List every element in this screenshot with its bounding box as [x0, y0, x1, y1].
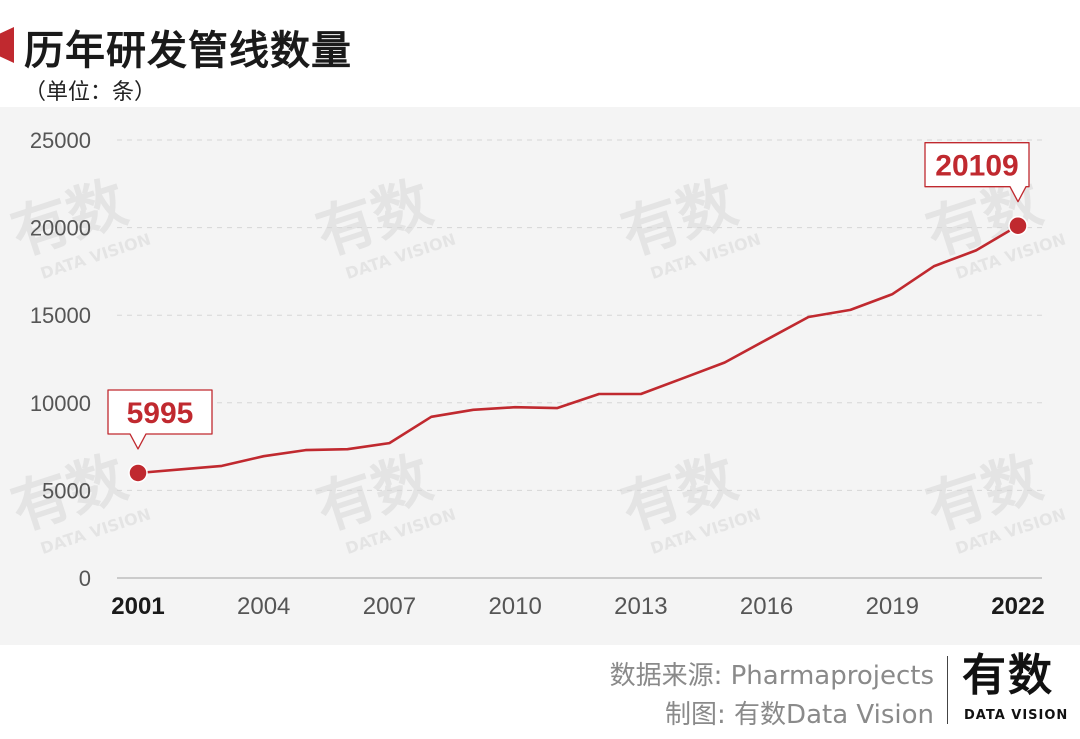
title-accent-mark — [0, 27, 14, 63]
highlight-point — [1008, 215, 1028, 236]
x-tick-label: 2010 — [488, 593, 541, 620]
y-tick-label: 5000 — [42, 478, 91, 503]
series-layer — [136, 224, 1020, 475]
chart-unit-subtitle: （单位：条） — [24, 80, 157, 105]
y-tick-label: 25000 — [30, 128, 91, 153]
x-tick-label: 2019 — [866, 593, 919, 620]
series-line — [136, 224, 1020, 475]
y-tick-label: 0 — [79, 566, 91, 591]
y-axis: 0 5000 10000 15000 20000 25000 — [30, 128, 91, 591]
chart-title: 历年研发管线数量 — [24, 28, 352, 74]
y-tick-label: 10000 — [30, 391, 91, 416]
y-tick-label: 15000 — [30, 303, 91, 328]
logo-en-text: DATA VISION — [964, 708, 1069, 723]
data-source-text: 数据来源: Pharmaprojects — [609, 661, 934, 691]
x-tick-label: 2007 — [363, 593, 416, 620]
callout-box — [107, 389, 213, 450]
footer-divider — [947, 656, 948, 724]
highlight-point — [128, 463, 148, 483]
chart-panel — [0, 107, 1080, 645]
callout-label: 20109 — [935, 150, 1018, 183]
callout-label: 5995 — [127, 397, 194, 430]
x-tick-label: 2013 — [614, 593, 667, 620]
x-axis: 2001 2004 2007 2010 2013 2016 2019 2022 — [111, 593, 1044, 620]
annotation-layer: 5995 20109 — [107, 142, 1030, 483]
logo-cn-text: 有数 — [962, 650, 1054, 701]
x-tick-label: 2004 — [237, 593, 290, 620]
y-tick-label: 20000 — [30, 216, 91, 241]
grid-layer — [117, 139, 1042, 579]
callout-box — [924, 142, 1030, 203]
brand-logo: 有数 DATA VISION — [962, 650, 1072, 730]
made-by-text: 制图: 有数Data Vision — [665, 700, 934, 730]
x-tick-label: 2022 — [991, 593, 1044, 620]
x-tick-label: 2001 — [111, 593, 164, 620]
x-tick-label: 2016 — [740, 593, 793, 620]
